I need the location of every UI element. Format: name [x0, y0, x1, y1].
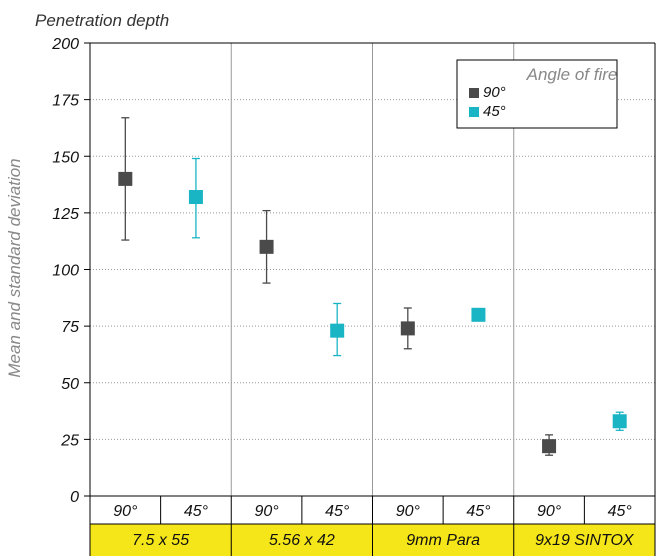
- category-label: 5.56 x 42: [269, 532, 335, 549]
- category-label: 7.5 x 55: [132, 532, 189, 549]
- data-point-marker: [330, 323, 345, 338]
- data-point-marker: [612, 414, 627, 429]
- chart-title: Penetration depth: [35, 11, 169, 30]
- data-point-marker: [259, 239, 274, 254]
- legend-label-45: 45°: [483, 103, 506, 120]
- y-tick-label: 50: [61, 376, 79, 393]
- legend-label-90: 90°: [483, 84, 506, 101]
- legend-swatch-45: [469, 107, 479, 117]
- y-tick-label: 125: [52, 206, 79, 223]
- y-tick-label: 75: [61, 319, 79, 336]
- data-point-marker: [188, 190, 203, 205]
- subcategory-label: 45°: [466, 503, 491, 520]
- subcategory-label: 45°: [608, 503, 633, 520]
- legend-title: Angle of fire: [526, 65, 618, 84]
- data-point-marker: [400, 321, 415, 336]
- category-label: 9mm Para: [406, 532, 480, 549]
- category-label: 9x19 SINTOX: [535, 532, 635, 549]
- legend: Angle of fire 90° 45°: [456, 59, 618, 129]
- axis-layer: 0 25 50 75 100 125 150 175 200 90° 45° 7.5 x 55 90° 4…: [51, 36, 656, 556]
- y-tick-label: 100: [52, 263, 79, 280]
- legend-box: [456, 59, 618, 129]
- marks-layer: [118, 117, 627, 456]
- subcategory-label: 90°: [254, 503, 279, 520]
- subcategory-label: 45°: [325, 503, 350, 520]
- data-point-marker: [542, 439, 557, 454]
- y-axis-title: Mean and standard deviation: [5, 158, 24, 377]
- y-tick-label: 200: [51, 36, 79, 53]
- data-point-marker: [118, 171, 133, 186]
- legend-swatch-90: [469, 88, 479, 98]
- data-point-marker: [471, 307, 486, 322]
- y-tick-label: 25: [60, 432, 79, 449]
- y-tick-label: 175: [52, 93, 79, 110]
- subcategory-label: 90°: [537, 503, 562, 520]
- y-tick-label: 0: [70, 489, 79, 506]
- subcategory-label: 90°: [396, 503, 421, 520]
- y-tick-label: 150: [52, 149, 79, 166]
- subcategory-label: 45°: [184, 503, 209, 520]
- subcategory-label: 90°: [113, 503, 138, 520]
